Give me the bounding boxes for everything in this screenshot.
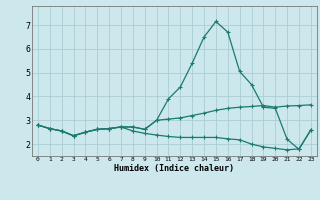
X-axis label: Humidex (Indice chaleur): Humidex (Indice chaleur) [115, 164, 234, 173]
